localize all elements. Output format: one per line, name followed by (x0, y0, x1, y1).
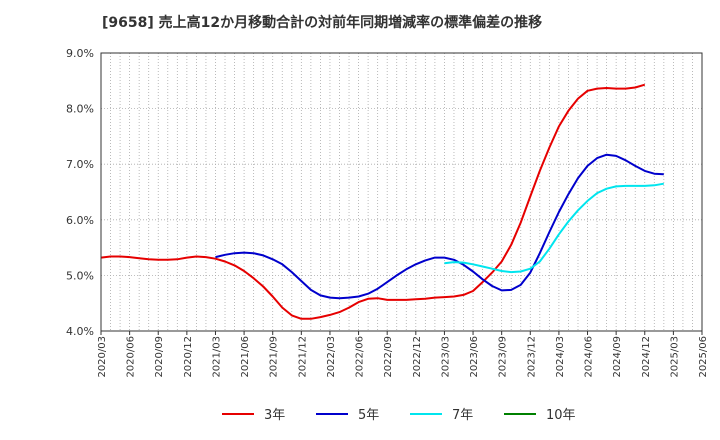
x-tick-label: 2020/03 (97, 336, 108, 378)
x-tick-label: 2022/06 (355, 336, 366, 378)
legend-label-4: 10年 (546, 408, 576, 423)
x-axis-ticks: 2020/03 2020/06 2020/09 2020/12 2021/03 2021/… (97, 331, 709, 378)
x-tick-label: 2023/12 (526, 336, 537, 378)
legend-label-2: 5年 (358, 408, 379, 423)
x-tick-label: 2020/12 (183, 336, 194, 378)
x-tick-label: 2024/09 (612, 336, 623, 378)
series-line-2 (215, 153, 664, 300)
y-tick-label: 8.0% (66, 103, 94, 116)
x-tick-label: 2021/12 (297, 336, 308, 378)
y-axis-ticks: 4.0% 5.0% 6.0% 7.0% 8.0% 9.0% (66, 47, 94, 338)
x-tick-label: 2021/09 (269, 336, 280, 378)
x-tick-label: 2022/03 (326, 336, 337, 378)
y-tick-label: 7.0% (66, 158, 94, 171)
x-tick-label: 2023/03 (440, 336, 451, 378)
plot-frame (100, 52, 703, 332)
x-tick-label: 2021/03 (211, 336, 222, 378)
x-tick-label: 2023/09 (498, 336, 509, 378)
x-tick-label: 2024/06 (584, 336, 595, 378)
legend: 3年 5年 7年 10年 (222, 408, 576, 423)
y-tick-label: 4.0% (66, 325, 94, 338)
series-line-1 (100, 83, 646, 320)
grid-layer (101, 53, 702, 331)
y-tick-label: 5.0% (66, 269, 94, 282)
x-tick-label: 2024/03 (555, 336, 566, 378)
x-tick-label: 2023/06 (469, 336, 480, 378)
legend-label-3: 7年 (452, 408, 473, 423)
chart-title: [9658] 売上高12か月移動合計の対前年同期増減率の標準偏差の推移 (102, 15, 543, 31)
y-tick-label: 9.0% (66, 47, 94, 60)
x-tick-label: 2021/06 (240, 336, 251, 378)
x-tick-label: 2024/12 (641, 336, 652, 378)
x-tick-label: 2025/06 (698, 336, 709, 378)
x-tick-label: 2025/03 (669, 336, 680, 378)
series-line-3 (444, 182, 664, 274)
x-tick-label: 2022/12 (412, 336, 423, 378)
x-tick-label: 2020/06 (126, 336, 137, 378)
x-tick-label: 2022/09 (383, 336, 394, 378)
y-tick-label: 6.0% (66, 214, 94, 227)
legend-label-1: 3年 (264, 408, 285, 423)
x-tick-label: 2020/09 (154, 336, 165, 378)
series-layer (100, 83, 664, 320)
